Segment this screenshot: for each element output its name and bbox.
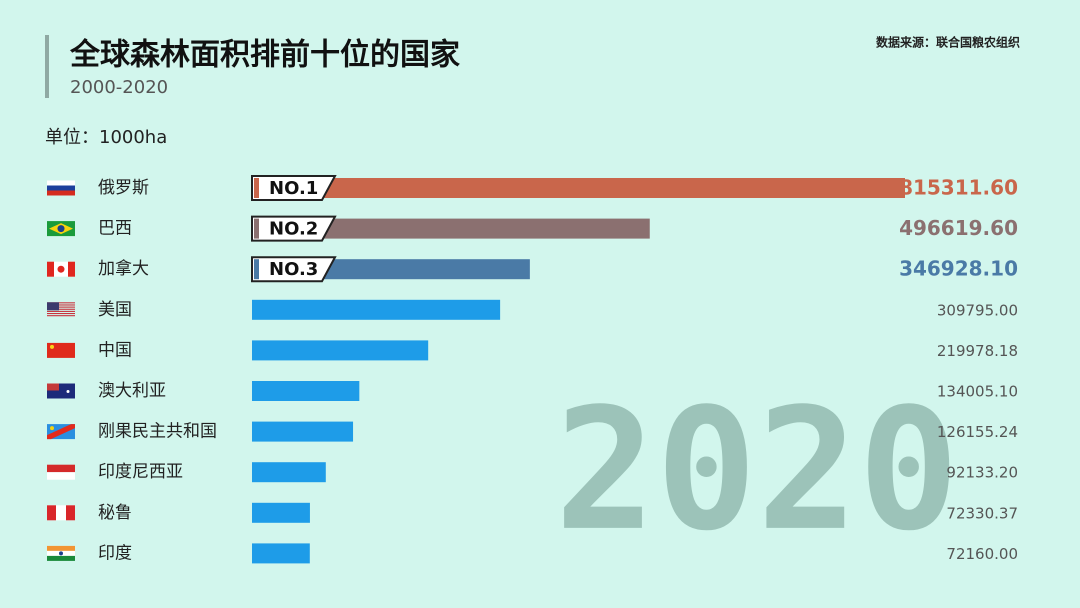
bar <box>252 340 429 361</box>
category-label: 秘鲁 <box>98 503 132 523</box>
bar <box>252 299 501 320</box>
value-label: 72330.37 <box>946 504 1018 522</box>
unit-label: 单位：1000ha <box>45 127 167 148</box>
flag <box>66 390 70 393</box>
bar <box>252 502 310 523</box>
flag <box>68 261 75 277</box>
flag <box>47 383 59 391</box>
rank-badge <box>251 215 337 242</box>
rank-label: NO.2 <box>269 219 318 240</box>
flag <box>47 472 75 480</box>
rank-badge-accent <box>254 218 259 239</box>
rank-badge <box>251 175 337 201</box>
category-label: 巴西 <box>98 219 132 239</box>
rank-label: NO.1 <box>269 178 318 199</box>
flag <box>47 464 75 473</box>
flag <box>47 302 75 304</box>
flag <box>47 261 54 277</box>
flag <box>47 315 75 317</box>
flag <box>47 308 75 310</box>
rank-badge-accent <box>254 178 259 198</box>
flag <box>50 426 54 431</box>
rank-badge-accent <box>254 259 259 280</box>
bar <box>252 178 905 198</box>
title-accent <box>45 35 49 98</box>
flag <box>47 306 75 308</box>
flag-icon <box>47 383 75 399</box>
flag <box>47 424 75 440</box>
flag-icon <box>47 261 75 277</box>
flag <box>47 342 75 358</box>
value-label: 219978.18 <box>937 342 1018 360</box>
flag-icon <box>47 342 75 358</box>
flag-icon <box>47 302 75 317</box>
rank-badge <box>251 256 337 283</box>
flag <box>47 313 75 315</box>
category-label: 中国 <box>98 340 132 360</box>
category-label: 加拿大 <box>98 258 149 279</box>
flag <box>47 304 75 306</box>
flag <box>50 344 54 349</box>
category-label: 澳大利亚 <box>98 381 166 401</box>
value-label: 134005.10 <box>937 383 1018 401</box>
bar <box>252 218 650 239</box>
value-label: 346928.10 <box>899 257 1018 281</box>
year-label: 2020 <box>555 372 960 568</box>
flag <box>57 265 65 273</box>
value-label: 496619.60 <box>899 216 1018 240</box>
rank-label: NO.3 <box>269 259 318 280</box>
flag <box>59 551 63 556</box>
flag <box>47 180 75 186</box>
chart-subtitle: 2000-2020 <box>70 77 168 98</box>
category-label: 刚果民主共和国 <box>98 422 217 442</box>
flag <box>47 505 56 521</box>
flag <box>47 190 75 196</box>
flag-icon <box>47 545 75 561</box>
flag-icon <box>47 505 75 521</box>
flag-icon <box>47 464 75 480</box>
bar <box>252 421 354 442</box>
flag-icon <box>47 180 75 196</box>
category-label: 俄罗斯 <box>98 178 149 198</box>
bar <box>252 381 360 401</box>
flag <box>57 225 65 233</box>
flag <box>47 310 75 312</box>
category-label: 印度 <box>98 543 132 563</box>
flag <box>66 505 75 521</box>
value-label: 72160.00 <box>946 545 1018 563</box>
value-label: 92133.20 <box>946 464 1018 482</box>
flag <box>47 545 75 551</box>
source: 数据来源：联合国粮农组织 <box>876 35 1020 50</box>
category-label: 美国 <box>98 300 132 320</box>
value-label: 309795.00 <box>937 301 1018 319</box>
flag <box>47 302 59 311</box>
category-label: 印度尼西亚 <box>98 462 183 482</box>
flag-icon <box>47 221 75 237</box>
flag <box>47 185 75 191</box>
bar <box>252 462 326 483</box>
flag <box>47 555 75 561</box>
chart-title: 全球森林面积排前十位的国家 <box>69 38 460 73</box>
flag-icon <box>47 424 75 440</box>
value-label: 126155.24 <box>937 423 1018 441</box>
bar <box>252 543 310 564</box>
value-label: 815311.60 <box>899 176 1018 200</box>
